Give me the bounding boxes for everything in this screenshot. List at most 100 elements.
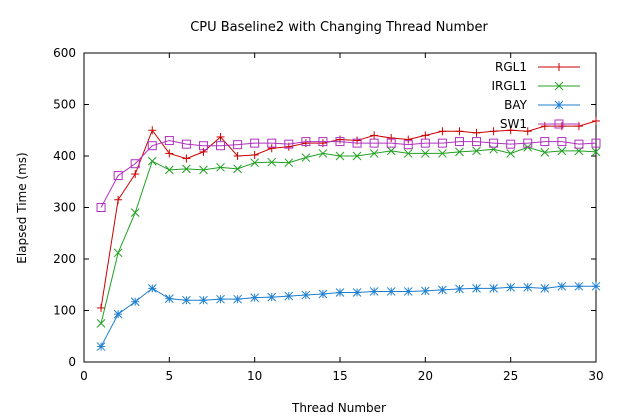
data-point-bay (455, 284, 464, 294)
data-point-sw1 (335, 137, 345, 147)
data-point-sw1 (506, 139, 516, 149)
data-point-bay (267, 292, 277, 302)
data-point-irgl1 (369, 149, 379, 158)
data-point-sw1 (489, 138, 499, 148)
legend-swatch-marker (554, 100, 564, 110)
data-point-bay (574, 281, 584, 291)
data-point-irgl1 (113, 248, 123, 258)
data-point-bay (233, 294, 242, 304)
data-point-bay (284, 291, 294, 301)
data-point-irgl1 (352, 151, 362, 161)
data-point-sw1 (472, 137, 482, 147)
data-point-rgl1 (148, 126, 157, 135)
data-point-irgl1 (130, 208, 140, 218)
data-point-bay (420, 286, 430, 296)
data-point-bay (182, 295, 191, 305)
data-point-rgl1 (387, 133, 396, 142)
data-point-bay (386, 287, 396, 296)
data-point-irgl1 (301, 153, 311, 162)
legend-label: BAY (504, 98, 528, 112)
data-point-irgl1 (438, 149, 447, 158)
data-point-sw1 (352, 138, 362, 148)
data-point-sw1 (216, 141, 226, 151)
series-rgl1 (97, 116, 600, 312)
x-tick-label: 20 (418, 369, 433, 383)
data-point-sw1 (591, 138, 601, 148)
data-point-rgl1 (182, 154, 191, 163)
series-line-irgl1 (100, 146, 597, 324)
data-point-rgl1 (523, 127, 532, 136)
data-point-sw1 (164, 136, 174, 146)
data-point-bay (147, 284, 157, 293)
legend-label: IRGL1 (492, 79, 528, 93)
data-point-sw1 (540, 137, 550, 147)
data-point-irgl1 (216, 162, 225, 172)
data-point-bay (557, 281, 567, 291)
data-point-rgl1 (131, 170, 140, 179)
x-tick-label: 10 (247, 369, 262, 383)
legend-item-sw1: SW1 (500, 117, 580, 131)
y-tick-label: 200 (53, 252, 76, 266)
legend-swatch-marker (555, 63, 563, 71)
data-point-irgl1 (233, 164, 242, 174)
y-tick-label: 400 (53, 149, 76, 163)
data-point-sw1 (233, 140, 243, 150)
data-point-bay (403, 287, 413, 296)
data-point-irgl1 (96, 319, 106, 328)
data-point-sw1 (96, 203, 106, 212)
data-point-rgl1 (404, 135, 413, 144)
series-line-sw1 (100, 140, 597, 208)
data-point-irgl1 (164, 165, 174, 175)
data-point-irgl1 (557, 146, 567, 156)
data-point-rgl1 (472, 128, 481, 137)
legend-item-irgl1: IRGL1 (492, 79, 580, 93)
data-point-rgl1 (592, 116, 600, 125)
data-point-sw1 (403, 140, 413, 150)
data-point-bay (301, 290, 311, 300)
data-point-irgl1 (335, 151, 345, 161)
data-point-rgl1 (506, 126, 515, 135)
data-point-sw1 (181, 139, 191, 149)
data-point-rgl1 (267, 144, 276, 153)
data-point-bay (164, 294, 174, 304)
data-point-rgl1 (114, 195, 123, 204)
data-point-rgl1 (216, 132, 225, 141)
data-point-irgl1 (455, 147, 464, 157)
data-point-rgl1 (233, 152, 242, 160)
y-tick-label: 0 (68, 355, 76, 369)
data-point-irgl1 (506, 149, 516, 158)
data-point-rgl1 (97, 303, 106, 312)
legend-label: RGL1 (495, 60, 527, 74)
data-point-irgl1 (284, 158, 294, 168)
data-point-bay (250, 293, 260, 302)
data-point-bay (199, 295, 208, 305)
data-point-sw1 (284, 139, 294, 149)
legend-swatch-marker (554, 81, 564, 91)
series-bay (96, 281, 601, 351)
data-point-rgl1 (421, 131, 430, 140)
series-line-bay (100, 285, 596, 347)
y-tick-label: 500 (53, 98, 76, 112)
series-group (96, 116, 601, 351)
data-point-bay (216, 294, 225, 304)
data-point-irgl1 (403, 149, 413, 158)
data-point-rgl1 (540, 122, 549, 131)
data-point-rgl1 (250, 150, 259, 159)
data-point-sw1 (523, 138, 533, 148)
series-irgl1 (96, 142, 601, 328)
data-point-rgl1 (165, 149, 174, 158)
data-point-sw1 (198, 141, 208, 151)
series-sw1 (96, 136, 601, 212)
data-point-sw1 (147, 141, 157, 151)
data-point-irgl1 (250, 158, 260, 168)
data-point-bay (318, 289, 328, 299)
data-point-sw1 (113, 171, 123, 181)
data-point-bay (335, 288, 345, 297)
data-point-sw1 (301, 137, 311, 147)
x-tick-label: 0 (80, 369, 88, 383)
data-point-sw1 (454, 137, 464, 147)
data-point-rgl1 (489, 127, 498, 136)
data-point-bay (369, 287, 379, 296)
